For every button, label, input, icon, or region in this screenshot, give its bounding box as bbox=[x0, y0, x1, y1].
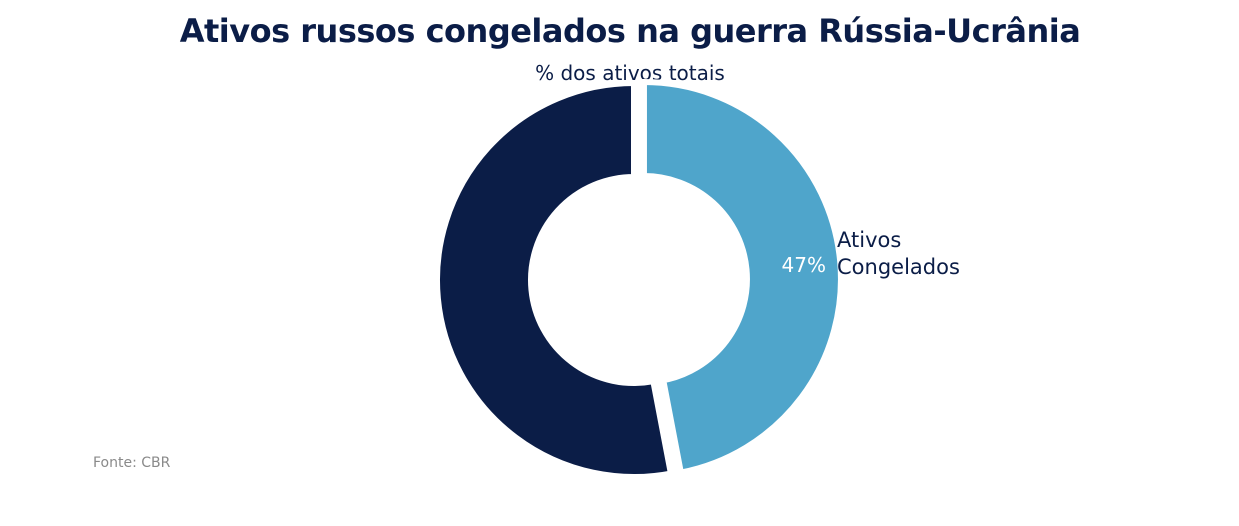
slice-category-label: Ativos Congelados bbox=[837, 228, 960, 279]
donut-slice-other bbox=[434, 79, 675, 480]
source-note: Fonte: CBR bbox=[93, 455, 171, 471]
donut-slice-ativos-congelados bbox=[640, 79, 844, 477]
donut-slices bbox=[434, 79, 844, 480]
slice-value-label: 47% bbox=[782, 253, 826, 277]
donut-labels: 47% Ativos Congelados bbox=[782, 228, 960, 279]
chart-title: Ativos russos congelados na guerra Rússi… bbox=[179, 12, 1081, 50]
